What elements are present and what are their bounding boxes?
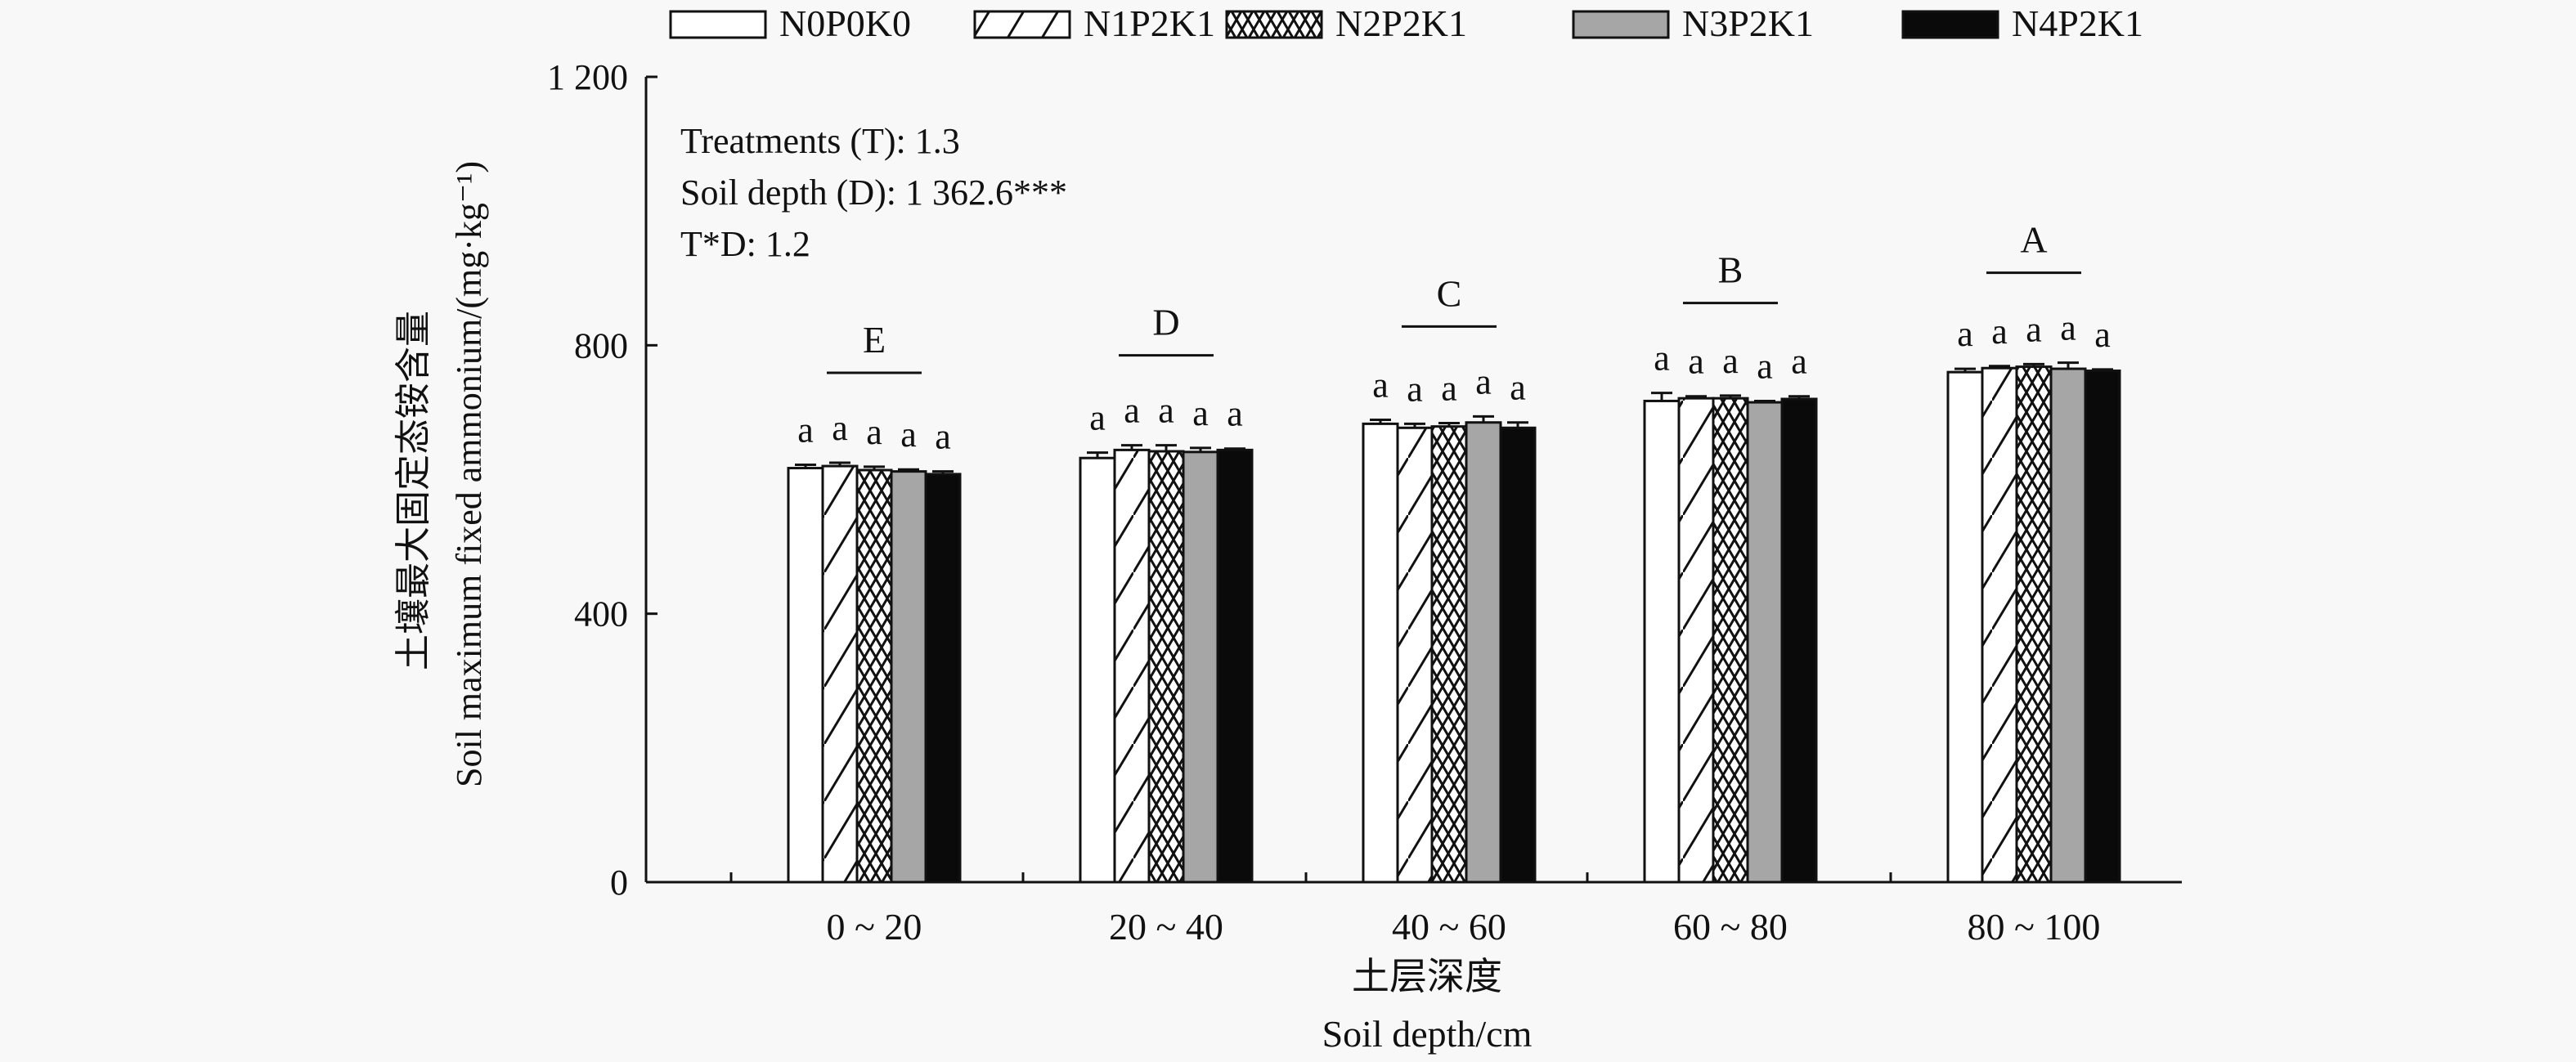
axes: 0 400 800 1 200 0 ~ 20 20 ~ 40 40 ~ 60 60 ~ 80 8… xyxy=(547,57,2182,948)
significance-letter: a xyxy=(1475,361,1492,401)
significance-letter: a xyxy=(1124,391,1140,431)
bar-N2P2K1-0 xyxy=(855,468,893,884)
bar-N3P2K1-3 xyxy=(1746,401,1784,884)
significance-letter: a xyxy=(1510,368,1526,408)
bar-N2P2K1-4 xyxy=(2015,365,2053,884)
significance-letter: a xyxy=(2060,308,2076,348)
significance-letter: a xyxy=(1991,311,2008,352)
legend-swatch-N4P2K1 xyxy=(1901,10,1999,39)
y-axis-label-cn: 土壤最大固定态铵含量 xyxy=(393,311,434,670)
group-letter: B xyxy=(1718,249,1744,291)
annotations: Treatments (T): 1.3 Soil depth (D): 1 36… xyxy=(680,121,1067,264)
x-axis-label: Soil depth/cm xyxy=(1322,1013,1533,1055)
bar-N3P2K1-0 xyxy=(890,470,927,884)
significance-letter: a xyxy=(2094,315,2111,355)
x-tick-label: 60 ~ 80 xyxy=(1673,906,1788,948)
legend-label: N1P2K1 xyxy=(1084,2,1215,44)
bar-N0P0K0-2 xyxy=(1362,422,1399,884)
bar-N4P2K1-2 xyxy=(1499,426,1537,884)
x-tick-label: 80 ~ 100 xyxy=(1968,906,2101,948)
legend-label: N4P2K1 xyxy=(2012,2,2143,44)
bar-N0P0K0-1 xyxy=(1079,456,1116,884)
group-letter: C xyxy=(1437,272,1462,314)
bar-N1P2K1-0 xyxy=(821,464,859,884)
significance-letter: a xyxy=(1722,341,1739,381)
legend-label: N2P2K1 xyxy=(1335,2,1467,44)
significance-letter: a xyxy=(1791,342,1807,382)
significance-letter: a xyxy=(1957,314,1973,354)
significance-letter: a xyxy=(935,417,951,457)
bars: a a a a aEa a a a aDa a a a aCa a a a aBa a a a aA xyxy=(787,219,2121,884)
group-letter: E xyxy=(863,319,886,361)
significance-letter: a xyxy=(797,410,814,450)
significance-letter: a xyxy=(1654,338,1670,379)
legend: N0P0K0 N1P2K1 N2P2K1 N3P2K1 N4P2K1 xyxy=(669,2,2143,44)
legend-swatch-N0P0K0 xyxy=(669,10,767,39)
bar-N1P2K1-2 xyxy=(1396,426,1434,884)
significance-letter: a xyxy=(1688,342,1704,382)
y-tick-label: 1 200 xyxy=(547,57,628,97)
x-tick-label: 40 ~ 60 xyxy=(1392,906,1506,948)
significance-letter: a xyxy=(1089,398,1106,438)
bar-N0P0K0-0 xyxy=(787,467,824,884)
x-tick-label: 0 ~ 20 xyxy=(827,906,922,948)
y-axis-label: Soil maximum fixed ammonium/(mg·kg⁻¹) xyxy=(449,161,489,787)
bar-N0P0K0-4 xyxy=(1946,370,1984,884)
significance-letter: a xyxy=(1227,394,1243,434)
annotation-treatments: Treatments (T): 1.3 xyxy=(680,121,960,161)
significance-letter: a xyxy=(1158,391,1174,431)
annotation-interaction: T*D: 1.2 xyxy=(680,224,810,264)
legend-label: N0P0K0 xyxy=(779,2,911,44)
y-tick-label: 800 xyxy=(574,325,628,365)
bar-N3P2K1-4 xyxy=(2049,367,2087,884)
legend-swatch-N2P2K1 xyxy=(1225,10,1323,39)
bar-N0P0K0-3 xyxy=(1643,399,1681,884)
significance-letter: a xyxy=(900,414,917,455)
y-tick-label: 400 xyxy=(574,594,628,634)
significance-letter: a xyxy=(1192,393,1209,433)
group-letter: D xyxy=(1152,302,1179,343)
significance-letter: a xyxy=(832,408,848,448)
y-tick-label: 0 xyxy=(610,863,628,903)
significance-letter: a xyxy=(866,412,882,452)
bar-N2P2K1-3 xyxy=(1712,397,1749,884)
significance-letter: a xyxy=(1372,365,1389,405)
bar-N3P2K1-2 xyxy=(1465,421,1502,884)
significance-letter: a xyxy=(1441,369,1457,409)
legend-label: N3P2K1 xyxy=(1682,2,1814,44)
bar-N3P2K1-1 xyxy=(1182,450,1219,884)
bar-N2P2K1-1 xyxy=(1147,450,1185,884)
bar-N1P2K1-4 xyxy=(1981,366,2018,884)
significance-letter: a xyxy=(1407,369,1423,409)
bar-N4P2K1-1 xyxy=(1216,448,1254,884)
x-tick-label: 20 ~ 40 xyxy=(1109,906,1223,948)
bar-N4P2K1-0 xyxy=(924,473,962,884)
x-axis-label-cn: 土层深度 xyxy=(1352,954,1502,998)
significance-letter: a xyxy=(1757,346,1773,386)
significance-letter: a xyxy=(2026,309,2042,349)
group-letter: A xyxy=(2020,219,2047,261)
bar-N1P2K1-1 xyxy=(1113,448,1151,884)
annotation-soil-depth: Soil depth (D): 1 362.6*** xyxy=(680,173,1067,213)
bar-N4P2K1-3 xyxy=(1780,397,1818,884)
legend-swatch-N1P2K1 xyxy=(973,10,1071,39)
legend-swatch-N3P2K1 xyxy=(1572,10,1670,39)
bar-N2P2K1-2 xyxy=(1430,425,1468,884)
bar-N1P2K1-3 xyxy=(1677,397,1715,884)
bar-N4P2K1-4 xyxy=(2084,370,2121,884)
